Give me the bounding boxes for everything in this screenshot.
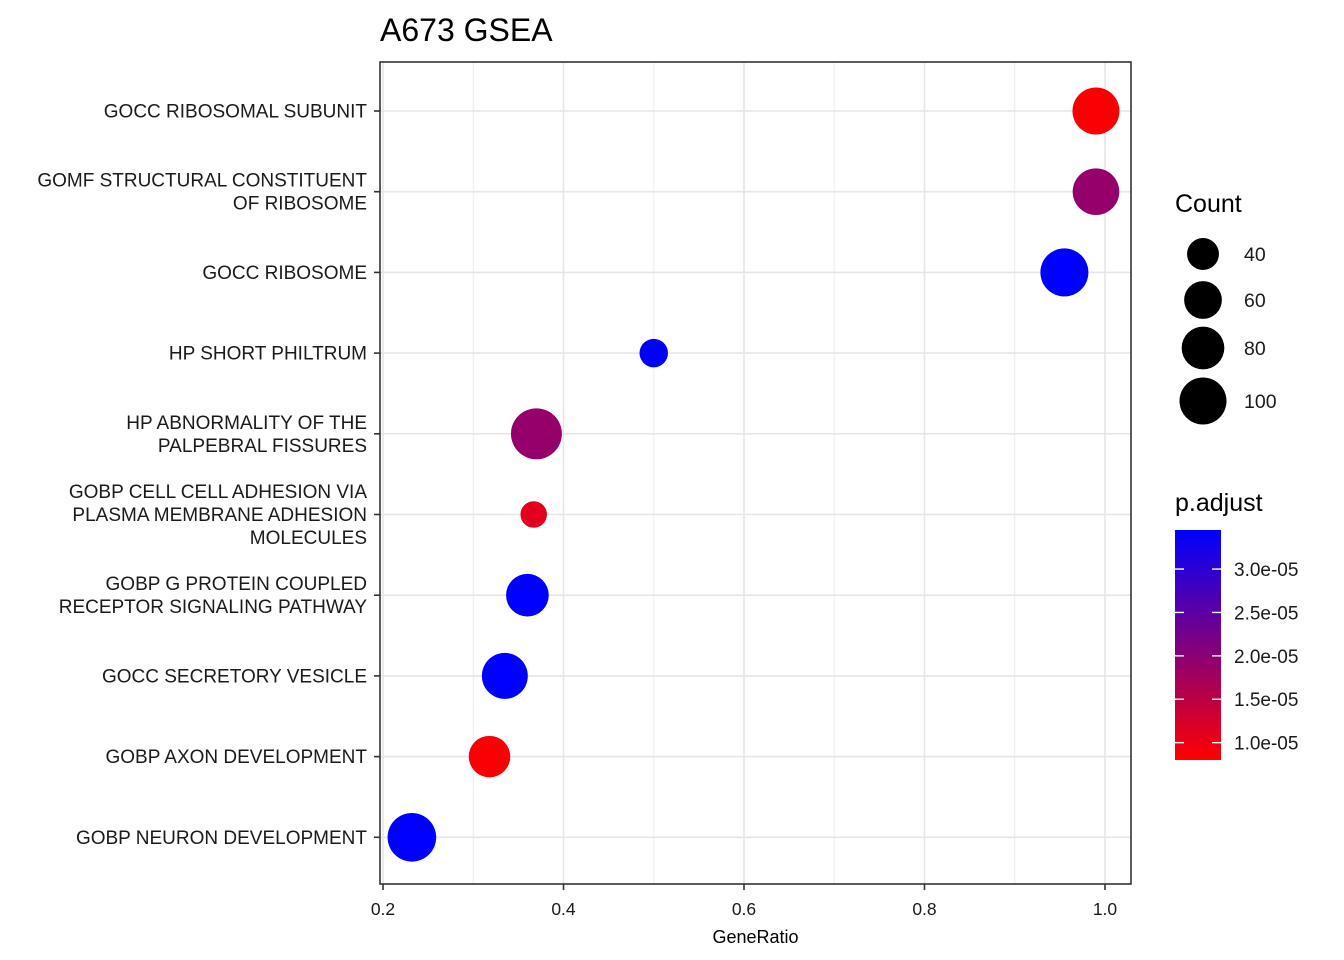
x-tick-label: 0.4 xyxy=(551,899,576,919)
category-label: PALPEBRAL FISSURES xyxy=(158,436,367,457)
category-label: HP ABNORMALITY OF THE xyxy=(126,413,367,434)
category-label: GOCC SECRETORY VESICLE xyxy=(102,666,367,687)
category-label: GOBP NEURON DEVELOPMENT xyxy=(76,828,367,849)
data-points xyxy=(387,87,1120,862)
x-axis-title: GeneRatio xyxy=(712,927,798,947)
category-label: RECEPTOR SIGNALING PATHWAY xyxy=(59,597,368,618)
count-legend-key xyxy=(1179,377,1227,425)
count-legend-label: 40 xyxy=(1244,244,1266,266)
y-axis: GOCC RIBOSOMAL SUBUNIT GOMF STRUCTURAL CO… xyxy=(37,102,380,849)
data-point xyxy=(639,338,668,368)
x-axis: 0.2 0.4 0.6 0.8 1.0 xyxy=(371,884,1118,919)
category-label: GOCC RIBOSOMAL SUBUNIT xyxy=(104,102,368,123)
colorbar-tick-label: 3.0e-05 xyxy=(1234,560,1298,581)
colorbar-tick-label: 1.5e-05 xyxy=(1234,690,1298,711)
count-legend-label: 80 xyxy=(1244,338,1266,360)
data-point xyxy=(1072,87,1120,135)
data-point xyxy=(387,812,437,862)
category-label: MOLECULES xyxy=(250,528,367,549)
data-point xyxy=(510,408,562,460)
data-point xyxy=(506,573,549,617)
p-adjust-legend: p.adjust 1.0e-05 1.5e-05 2.0e-05 2.5e-05 3.0… xyxy=(1175,489,1298,760)
count-legend-label: 100 xyxy=(1244,391,1277,413)
p-adjust-colorbar xyxy=(1175,530,1221,760)
category-label: GOMF STRUCTURAL CONSTITUENT xyxy=(37,171,367,192)
category-label: GOBP CELL CELL ADHESION VIA xyxy=(69,482,367,503)
p-adjust-colorbar-ticks: 1.0e-05 1.5e-05 2.0e-05 2.5e-05 3.0e-05 xyxy=(1175,560,1298,755)
data-point xyxy=(1040,248,1089,297)
category-label: GOBP G PROTEIN COUPLED xyxy=(106,574,367,595)
count-legend-key xyxy=(1181,326,1225,370)
colorbar-tick-label: 1.0e-05 xyxy=(1234,734,1298,755)
colorbar-tick-label: 2.5e-05 xyxy=(1234,603,1298,624)
category-label: OF RIBOSOME xyxy=(233,194,367,215)
p-adjust-legend-title: p.adjust xyxy=(1175,489,1263,517)
count-legend-key xyxy=(1184,281,1222,319)
category-label: GOBP AXON DEVELOPMENT xyxy=(105,747,367,768)
x-tick-label: 0.2 xyxy=(371,899,395,919)
count-legend-title: Count xyxy=(1175,190,1242,218)
plot-border xyxy=(379,61,1132,885)
count-legend: Count 40 60 80 100 xyxy=(1175,190,1277,425)
category-label: PLASMA MEMBRANE ADHESION xyxy=(72,505,367,526)
plot-panel xyxy=(379,61,1132,885)
chart-title: A673 GSEA xyxy=(380,12,553,48)
count-legend-label: 60 xyxy=(1244,290,1266,312)
category-label: GOCC RIBOSOME xyxy=(202,263,367,284)
count-legend-items: 40 60 80 100 xyxy=(1179,238,1277,425)
count-legend-key xyxy=(1187,238,1219,270)
data-point xyxy=(520,501,547,528)
category-label: HP SHORT PHILTRUM xyxy=(169,344,367,365)
data-point xyxy=(468,735,511,778)
data-point xyxy=(481,652,528,699)
colorbar-tick-label: 2.0e-05 xyxy=(1234,647,1298,668)
x-tick-label: 1.0 xyxy=(1093,899,1118,919)
data-point xyxy=(1072,168,1120,215)
x-tick-label: 0.8 xyxy=(912,899,936,919)
x-tick-label: 0.6 xyxy=(732,899,756,919)
